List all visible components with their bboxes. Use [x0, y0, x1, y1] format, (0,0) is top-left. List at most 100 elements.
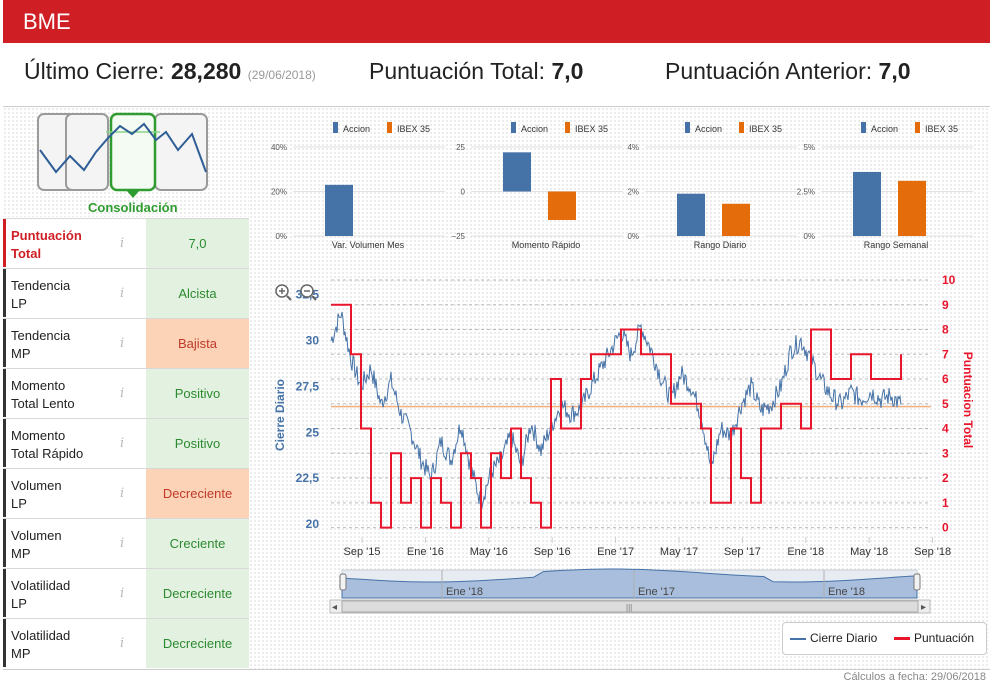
- puntuacion-anterior-value: 7,0: [878, 58, 911, 84]
- left-axis-title: Cierre Diario: [273, 379, 287, 451]
- bar-accion: [503, 152, 531, 192]
- right-ytick: 10: [942, 273, 956, 287]
- score-row-value: Decreciente: [146, 469, 249, 518]
- legend-ibex-label: IBEX 35: [397, 124, 430, 134]
- navigator-label: Ene '17: [638, 586, 675, 598]
- info-icon[interactable]: i: [120, 536, 125, 551]
- left-ytick: 20: [306, 517, 320, 531]
- score-row-label: Tendencia LP: [3, 269, 123, 317]
- navigator-area: [341, 568, 918, 599]
- score-row-label: Momento Total Lento: [3, 369, 123, 417]
- info-icon[interactable]: i: [120, 486, 125, 501]
- xtick-label: Sep '16: [534, 546, 571, 558]
- info-icon[interactable]: i: [120, 586, 125, 601]
- navigator-label: Ene '18: [828, 586, 865, 598]
- score-row-label: Volumen MP: [3, 519, 123, 567]
- mini-chart-0: Accion IBEX 35 40% 20% 0% Var. Volumen Mes: [271, 122, 445, 250]
- divider: [3, 106, 990, 107]
- bar-ibex: [898, 180, 926, 236]
- score-row-value: Decreciente: [146, 619, 249, 668]
- consolidacion-pattern-icon: [37, 112, 208, 198]
- xtick-label: Sep '15: [344, 546, 381, 558]
- pattern-label: Consolidación: [88, 200, 178, 215]
- zoom-in-handle: [286, 295, 292, 301]
- mini-ytick: 40%: [271, 143, 287, 152]
- legend-puntuacion-swatch: [894, 637, 910, 640]
- info-icon[interactable]: i: [120, 336, 125, 351]
- ultimo-cierre: Último Cierre: 28,280 (29/06/2018): [24, 58, 316, 84]
- right-ytick: 0: [942, 521, 949, 535]
- score-row-value: Alcista: [146, 269, 249, 318]
- legend-accion-label: Accion: [521, 124, 548, 134]
- score-row: Volumen MP i Creciente: [3, 518, 249, 569]
- score-row-value: 7,0: [146, 219, 249, 268]
- mini-chart-title: Var. Volumen Mes: [332, 240, 405, 250]
- mini-chart-2: Accion IBEX 35 4% 2% 0% Rango Diario: [627, 122, 797, 250]
- info-icon[interactable]: i: [120, 386, 125, 401]
- zoom-out-handle: [311, 295, 317, 301]
- info-icon[interactable]: i: [120, 636, 125, 651]
- legend-ibex-swatch: [915, 122, 920, 133]
- mini-chart-title: Momento Rápido: [512, 240, 581, 250]
- score-row: Momento Total Rápido i Positivo: [3, 418, 249, 469]
- legend-cierre-label[interactable]: Cierre Diario: [810, 631, 878, 645]
- range-navigator[interactable]: Ene '18 Ene '17 Ene '18 ◂ ▸ |||: [329, 568, 931, 614]
- score-row-label: Momento Total Rápido: [3, 419, 123, 467]
- bar-accion: [325, 184, 353, 236]
- score-row-label: Tendencia MP: [3, 319, 123, 367]
- xtick-label: May '16: [470, 546, 508, 558]
- mini-chart-title: Rango Diario: [694, 240, 747, 250]
- left-ytick: 25: [306, 425, 320, 439]
- footer-divider: [3, 669, 990, 670]
- bar-ibex: [548, 191, 576, 220]
- navigator-label: Ene '18: [446, 586, 483, 598]
- right-ytick: 7: [942, 347, 949, 361]
- legend-accion-swatch: [685, 122, 690, 133]
- right-axis-title: Puntuacion Total: [961, 352, 975, 448]
- score-row-label: Volumen LP: [3, 469, 123, 517]
- right-ytick: 2: [942, 471, 949, 485]
- zoom-out-icon[interactable]: [300, 284, 317, 301]
- mini-ytick: 5%: [803, 143, 815, 152]
- score-row-label: Puntuación Total: [3, 219, 123, 267]
- legend-cierre-swatch: [790, 638, 806, 640]
- legend-ibex-swatch: [565, 122, 570, 133]
- mini-ytick: 0%: [627, 232, 639, 241]
- legend-puntuacion-label[interactable]: Puntuación: [914, 631, 975, 645]
- scroll-right-arrow: ▸: [921, 602, 926, 613]
- mini-chart-title: Rango Semanal: [864, 240, 929, 250]
- xtick-label: Ene '16: [407, 546, 444, 558]
- xtick-label: Sep '18: [914, 546, 951, 558]
- info-icon[interactable]: i: [120, 236, 125, 251]
- right-ytick: 3: [942, 446, 949, 460]
- score-row: Momento Total Lento i Positivo: [3, 368, 249, 419]
- score-row: Volatilidad LP i Decreciente: [3, 568, 249, 619]
- puntuacion-total: Puntuación Total: 7,0: [369, 58, 584, 84]
- legend-accion-swatch: [861, 122, 866, 133]
- mini-ytick: 0%: [275, 232, 287, 241]
- mini-ytick: 2.5%: [797, 188, 815, 197]
- ultimo-cierre-value: 28,280: [170, 58, 242, 84]
- score-row-value: Decreciente: [146, 569, 249, 618]
- legend-ibex-swatch: [739, 122, 744, 133]
- legend-accion-label: Accion: [695, 124, 722, 134]
- footer-note: Cálculos a fecha: 29/06/2018: [843, 671, 987, 683]
- legend-accion-swatch: [333, 122, 338, 133]
- left-ytick: 22,5: [296, 471, 320, 485]
- scroll-left-arrow: ◂: [332, 602, 337, 613]
- left-ytick: 30: [306, 334, 320, 348]
- score-row: Volatilidad MP i Decreciente: [3, 618, 249, 669]
- info-icon[interactable]: i: [120, 436, 125, 451]
- app-title-bar: BME: [3, 0, 990, 43]
- mini-chart-1: Accion IBEX 35 25 0 −25 Momento Rápido: [451, 122, 623, 250]
- ultimo-cierre-date: (29/06/2018): [247, 68, 316, 82]
- left-ytick: 27,5: [296, 379, 320, 393]
- legend-accion-swatch: [511, 122, 516, 133]
- mini-ytick: 0: [461, 188, 466, 197]
- zoom-in-icon[interactable]: [275, 284, 292, 301]
- info-icon[interactable]: i: [120, 286, 125, 301]
- xtick-label: May '18: [850, 546, 888, 558]
- legend-ibex-label: IBEX 35: [925, 124, 958, 134]
- score-row-value: Bajista: [146, 319, 249, 368]
